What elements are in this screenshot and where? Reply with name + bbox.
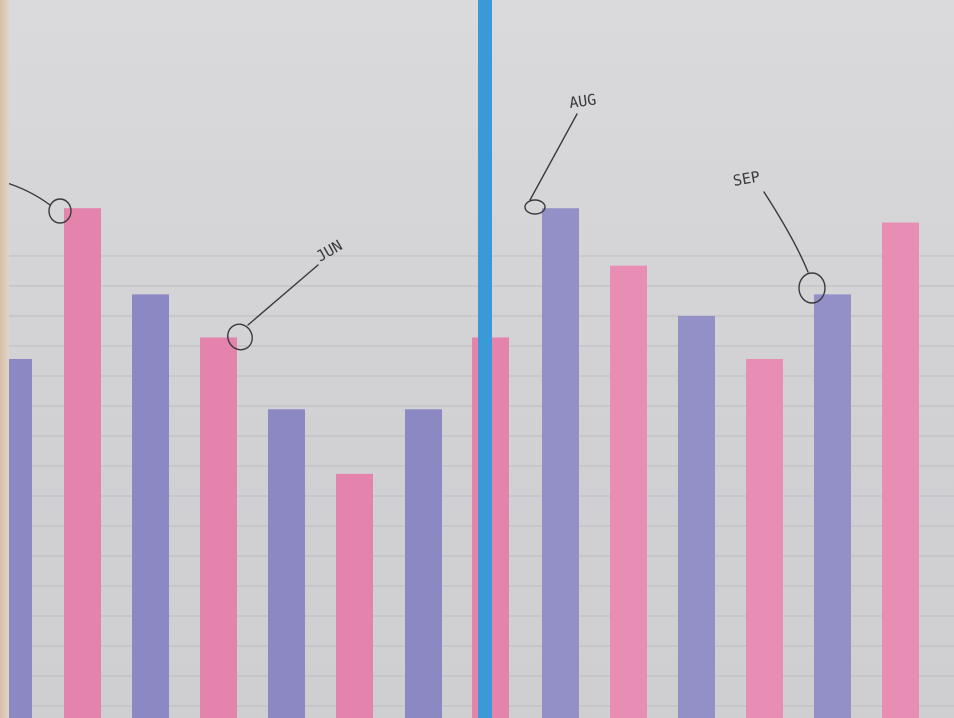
right-bar-1 xyxy=(542,208,579,718)
left-bar-7 xyxy=(405,409,442,718)
annotation-label-sep: SEP xyxy=(732,168,762,190)
annotation-leader-aug xyxy=(529,113,578,201)
center-divider xyxy=(478,0,492,718)
annotation-label-jun: JUN xyxy=(313,236,345,265)
annotation-circle-sep xyxy=(798,272,826,304)
right-bar-3 xyxy=(678,315,715,718)
annotation-leader-left xyxy=(3,181,51,206)
left-bar-2 xyxy=(64,208,101,718)
annotation-circle-jun xyxy=(227,323,253,351)
right-bar-5 xyxy=(814,294,851,718)
annotation-circle-left xyxy=(48,198,72,224)
annotation-leader-sep xyxy=(763,191,809,273)
annotation-label-aug: AUG xyxy=(568,90,597,112)
right-bar-6 xyxy=(882,222,919,718)
annotation-circle-aug xyxy=(524,199,546,215)
left-bar-5 xyxy=(268,409,305,718)
pencil-annotations xyxy=(3,113,826,351)
page-left-edge xyxy=(0,0,9,718)
left-bar-1 xyxy=(9,359,32,718)
right-bar-2 xyxy=(610,265,647,718)
left-bar-6 xyxy=(336,473,373,718)
annotation-labels: JUN AUG SEP xyxy=(313,90,761,265)
left-bar-3 xyxy=(132,294,169,718)
annotation-leader-jun xyxy=(247,264,319,326)
left-bar-4 xyxy=(200,337,237,718)
right-bar-4 xyxy=(746,359,783,718)
